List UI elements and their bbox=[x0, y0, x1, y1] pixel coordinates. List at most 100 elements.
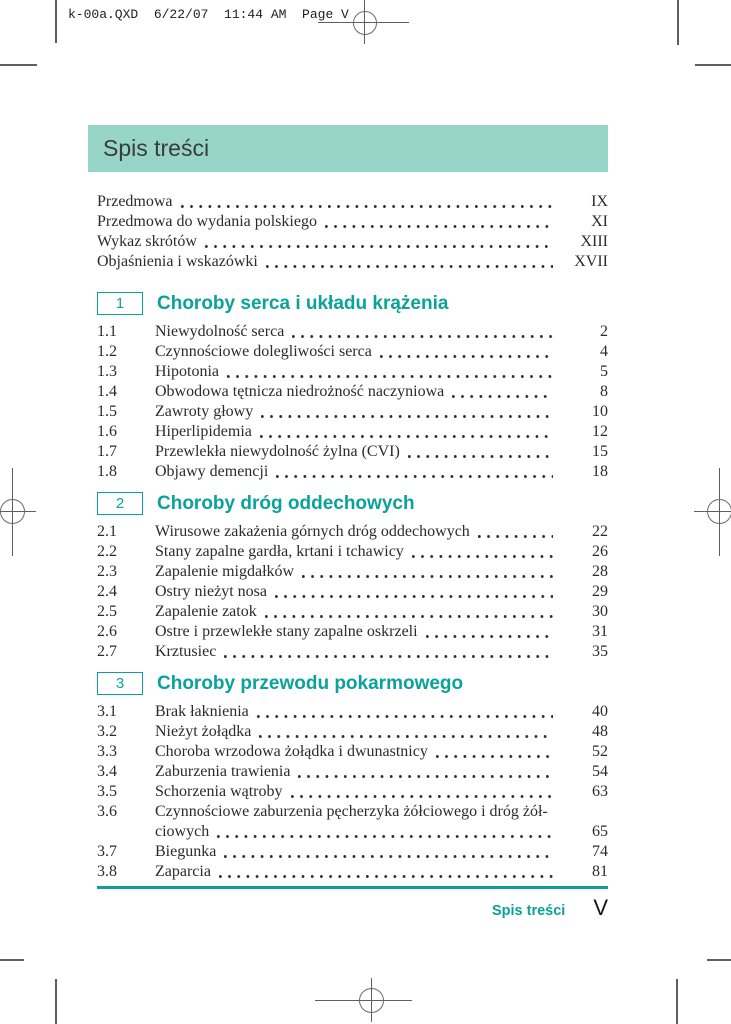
entry-page-number: 4 bbox=[600, 343, 608, 360]
toc-entry: 3.7 Biegunka 74 bbox=[97, 842, 608, 862]
entry-title: Choroba wrzodowa żołądka i dwunastnicy bbox=[155, 743, 428, 760]
entry-number: 1.7 bbox=[97, 443, 117, 460]
toc-entry: 1.5 Zawroty głowy 10 bbox=[97, 402, 608, 422]
entry-page-number: 40 bbox=[592, 703, 608, 720]
dot-leader bbox=[256, 714, 553, 719]
section-number-box: 1 bbox=[97, 292, 143, 315]
front-matter-list: Przedmowa IX Przedmowa do wydania polski… bbox=[97, 192, 608, 272]
dot-leader bbox=[265, 264, 553, 269]
entry-number: 3.7 bbox=[97, 843, 117, 860]
dot-leader bbox=[217, 834, 553, 839]
dot-leader bbox=[298, 774, 553, 779]
toc-section: 1 Choroby serca i układu krążenia 1.1 Ni… bbox=[97, 292, 608, 482]
entry-number: 3.5 bbox=[97, 783, 117, 800]
entry-title: ciowych bbox=[155, 823, 210, 840]
toc-entry: Objaśnienia i wskazówki XVII bbox=[97, 252, 608, 272]
page-title-bar: Spis treści bbox=[88, 125, 608, 172]
dot-leader bbox=[227, 374, 553, 379]
print-slug-text: k-00a.QXD 6/22/07 11:44 AM Page V bbox=[68, 7, 349, 22]
entry-page-number: 22 bbox=[592, 523, 608, 540]
toc-entry: 2.6 Ostre i przewlekłe stany zapalne osk… bbox=[97, 622, 608, 642]
sections: 1 Choroby serca i układu krążenia 1.1 Ni… bbox=[97, 292, 608, 882]
toc-section: 2 Choroby dróg oddechowych 2.1 Wirusowe … bbox=[97, 492, 608, 662]
entry-number: 3.8 bbox=[97, 863, 117, 880]
dot-leader bbox=[324, 224, 553, 229]
entry-title: Czynnościowe dolegliwości serca bbox=[155, 343, 372, 360]
toc-entry: 1.7 Przewlekła niewydolność żylna (CVI) … bbox=[97, 442, 608, 462]
dot-leader bbox=[259, 434, 553, 439]
entry-number: 2.2 bbox=[97, 543, 117, 560]
entry-page-number: 35 bbox=[592, 643, 608, 660]
entry-page-number: IX bbox=[591, 193, 608, 210]
toc-entry: ciowych 65 bbox=[97, 822, 608, 842]
toc-entry: 3.8 Zaparcia 81 bbox=[97, 862, 608, 882]
page-footer: Spis treści V bbox=[97, 895, 608, 921]
entry-page-number: 28 bbox=[592, 563, 608, 580]
dot-leader bbox=[274, 594, 553, 599]
toc-entry: 3.3 Choroba wrzodowa żołądka i dwunastni… bbox=[97, 742, 608, 762]
entry-title: Krztusiec bbox=[155, 643, 217, 660]
entry-number: 1.5 bbox=[97, 403, 117, 420]
entry-page-number: 54 bbox=[592, 763, 608, 780]
entry-number: 2.7 bbox=[97, 643, 117, 660]
entry-page-number: 74 bbox=[592, 843, 608, 860]
entry-title: Ostry nieżyt nosa bbox=[155, 583, 267, 600]
entry-title: Hipotonia bbox=[155, 363, 219, 380]
entry-page-number: XI bbox=[591, 213, 608, 230]
toc-entry: 1.8 Objawy demencji 18 bbox=[97, 462, 608, 482]
toc-entry: 2.3 Zapalenie migdałków 28 bbox=[97, 562, 608, 582]
dot-leader bbox=[259, 734, 553, 739]
toc-entry: 1.6 Hiperlipidemia 12 bbox=[97, 422, 608, 442]
entry-title: Wykaz skrótów bbox=[97, 233, 197, 250]
section-heading: 2 Choroby dróg oddechowych bbox=[97, 492, 608, 515]
dot-leader bbox=[180, 204, 553, 209]
entry-number: 2.5 bbox=[97, 603, 117, 620]
entry-title: Niewydolność serca bbox=[155, 323, 285, 340]
entry-title: Zaburzenia trawienia bbox=[155, 763, 291, 780]
entry-title: Przewlekła niewydolność żylna (CVI) bbox=[155, 443, 400, 460]
entry-page-number: 29 bbox=[592, 583, 608, 600]
entry-page-number: 81 bbox=[592, 863, 608, 880]
trim-mark-top-right-h bbox=[695, 64, 731, 66]
dot-leader bbox=[264, 614, 553, 619]
entry-number: 2.6 bbox=[97, 623, 117, 640]
section-items: 1.1 Niewydolność serca 2 1.2 Czynnościow… bbox=[97, 322, 608, 482]
toc-entry: 2.2 Stany zapalne gardła, krtani i tchaw… bbox=[97, 542, 608, 562]
toc-section: 3 Choroby przewodu pokarmowego 3.1 Brak … bbox=[97, 672, 608, 882]
entry-number: 3.2 bbox=[97, 723, 117, 740]
dot-leader bbox=[379, 354, 553, 359]
entry-title: Hiperlipidemia bbox=[155, 423, 252, 440]
entry-title: Stany zapalne gardła, krtani i tchawicy bbox=[155, 543, 404, 560]
dot-leader bbox=[224, 654, 553, 659]
entry-page-number: 2 bbox=[600, 323, 608, 340]
entry-page-number: 12 bbox=[592, 423, 608, 440]
entry-title: Objawy demencji bbox=[155, 463, 269, 480]
entry-page-number: 18 bbox=[592, 463, 608, 480]
dot-leader bbox=[477, 534, 553, 539]
entry-page-number: 5 bbox=[600, 363, 608, 380]
entry-title: Brak łaknienia bbox=[155, 703, 249, 720]
trim-mark-bottom-left-v bbox=[55, 979, 57, 1024]
entry-title: Przedmowa do wydania polskiego bbox=[97, 213, 317, 230]
toc-entry: Przedmowa IX bbox=[97, 192, 608, 212]
entry-number: 2.1 bbox=[97, 523, 117, 540]
entry-page-number: XIII bbox=[580, 233, 608, 250]
page-title: Spis treści bbox=[103, 135, 210, 161]
entry-number: 1.4 bbox=[97, 383, 117, 400]
entry-title: Czynnościowe zaburzenia pęcherzyka żółci… bbox=[155, 803, 548, 820]
entry-page-number: 15 bbox=[592, 443, 608, 460]
dot-leader bbox=[261, 414, 553, 419]
footer-section-label: Spis treści bbox=[491, 903, 566, 919]
toc-entry: 1.2 Czynnościowe dolegliwości serca 4 bbox=[97, 342, 608, 362]
section-title: Choroby przewodu pokarmowego bbox=[157, 672, 464, 694]
toc-entry: 2.7 Krztusiec 35 bbox=[97, 642, 608, 662]
toc-entry: Wykaz skrótów XIII bbox=[97, 232, 608, 252]
dot-leader bbox=[276, 474, 553, 479]
entry-title: Zaparcia bbox=[155, 863, 211, 880]
entry-number: 2.4 bbox=[97, 583, 117, 600]
dot-leader bbox=[218, 874, 553, 879]
entry-title: Schorzenia wątroby bbox=[155, 783, 283, 800]
toc-entry: 2.1 Wirusowe zakażenia górnych dróg odde… bbox=[97, 522, 608, 542]
toc-entry: 3.2 Nieżyt żołądka 48 bbox=[97, 722, 608, 742]
